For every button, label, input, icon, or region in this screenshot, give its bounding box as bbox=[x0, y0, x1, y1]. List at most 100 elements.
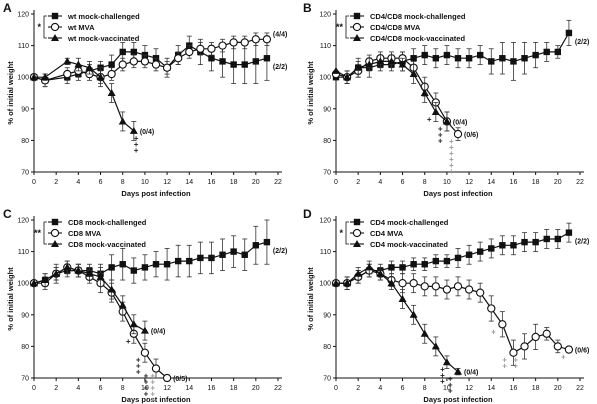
y-tick-label: 100 bbox=[319, 281, 331, 288]
data-point bbox=[465, 251, 473, 258]
x-tick-label: 18 bbox=[230, 179, 238, 186]
data-point bbox=[387, 57, 396, 65]
data-point bbox=[119, 261, 126, 268]
data-point bbox=[532, 51, 539, 59]
data-point bbox=[186, 257, 193, 265]
death-mark: + bbox=[438, 130, 443, 139]
death-mark: + bbox=[513, 356, 518, 365]
legend-label: CD8 mock-vaccinated bbox=[68, 240, 146, 249]
x-axis-title: Days post infection bbox=[423, 189, 493, 198]
x-tick-label: 18 bbox=[532, 179, 540, 186]
data-point bbox=[454, 367, 462, 375]
survival-label: (0/4) bbox=[453, 119, 467, 126]
survival-label: (0/5) bbox=[173, 376, 187, 383]
survival-label: (0/4) bbox=[464, 370, 478, 377]
x-tick-label: 22 bbox=[274, 179, 282, 186]
data-point bbox=[510, 242, 517, 249]
y-axis-title: % of initial weight bbox=[6, 61, 15, 125]
legend-label: CD4 MVA bbox=[370, 229, 404, 238]
data-point bbox=[118, 117, 127, 125]
death-mark: + bbox=[449, 149, 454, 158]
data-point bbox=[332, 66, 340, 74]
data-point bbox=[41, 73, 50, 81]
x-tick-label: 20 bbox=[252, 385, 260, 392]
data-point bbox=[343, 279, 352, 287]
legend-marker-circle bbox=[50, 22, 60, 32]
y-tick-label: 80 bbox=[323, 344, 331, 351]
survival-label: (4/4) bbox=[273, 31, 287, 38]
survival-label: (0/6) bbox=[464, 132, 478, 139]
death-mark: + bbox=[513, 362, 518, 371]
x-tick-label: 16 bbox=[510, 179, 518, 186]
x-tick-label: 14 bbox=[185, 179, 193, 186]
data-point bbox=[263, 238, 271, 246]
legend-label: wt mock-vaccinated bbox=[67, 34, 140, 43]
series-circle: (0/6) bbox=[331, 51, 478, 141]
x-tick-label: 4 bbox=[378, 385, 382, 392]
data-point bbox=[432, 257, 440, 265]
data-point bbox=[230, 61, 237, 68]
data-point bbox=[162, 373, 172, 383]
data-point bbox=[197, 254, 204, 262]
legend-marker-triangle bbox=[353, 34, 361, 41]
data-point bbox=[543, 235, 550, 243]
data-point bbox=[365, 60, 374, 68]
data-point bbox=[207, 44, 216, 53]
x-tick-label: 12 bbox=[163, 385, 171, 392]
series-line bbox=[336, 266, 459, 373]
x-tick-label: 6 bbox=[401, 385, 405, 392]
legend-label: wt MVA bbox=[67, 23, 95, 32]
data-point bbox=[241, 251, 248, 258]
survival-label: (0/4) bbox=[151, 329, 165, 336]
series-circle: (0/6) bbox=[331, 263, 589, 366]
significance-bracket bbox=[345, 15, 349, 39]
y-axis-title: % of initial weight bbox=[306, 61, 315, 125]
death-mark: + bbox=[136, 356, 141, 365]
data-point bbox=[219, 58, 226, 65]
data-point bbox=[354, 269, 363, 277]
data-point bbox=[509, 348, 518, 357]
data-point bbox=[443, 257, 451, 265]
data-point bbox=[521, 238, 528, 246]
data-point bbox=[96, 73, 105, 81]
legend-label: CD8 MVA bbox=[68, 229, 102, 238]
legend-label: CD4/CD8 MVA bbox=[370, 23, 421, 32]
x-tick-label: 22 bbox=[576, 385, 584, 392]
legend-label: CD4/CD8 mock-vaccinated bbox=[370, 34, 465, 43]
legend-marker-square bbox=[51, 218, 59, 226]
data-point bbox=[251, 35, 260, 44]
data-point bbox=[388, 264, 395, 271]
x-tick-label: 20 bbox=[554, 179, 562, 186]
data-point bbox=[410, 261, 417, 268]
legend-marker-triangle bbox=[51, 240, 59, 247]
death-mark: + bbox=[440, 371, 445, 380]
significance-marker: ** bbox=[34, 228, 42, 238]
data-point bbox=[398, 60, 407, 68]
legend: wt mock-challenged wt MVA wt mock-vaccinat… bbox=[37, 12, 140, 43]
data-point bbox=[85, 63, 94, 71]
x-tick-label: 22 bbox=[576, 179, 584, 186]
death-mark: + bbox=[134, 134, 139, 143]
death-mark: + bbox=[502, 362, 507, 371]
death-mark: + bbox=[448, 375, 453, 384]
data-point bbox=[119, 48, 126, 56]
x-tick-label: 0 bbox=[334, 179, 338, 186]
y-tick-label: 110 bbox=[320, 249, 331, 256]
data-point bbox=[376, 269, 385, 277]
x-tick-label: 2 bbox=[54, 385, 58, 392]
data-point bbox=[488, 58, 495, 65]
significance-bracket bbox=[43, 221, 47, 245]
data-point bbox=[454, 55, 462, 62]
death-mark: + bbox=[491, 327, 496, 336]
y-tick-label: 70 bbox=[21, 170, 29, 177]
y-tick-label: 90 bbox=[21, 312, 29, 319]
y-tick-label: 100 bbox=[17, 75, 29, 82]
data-point bbox=[409, 310, 418, 318]
death-mark: + bbox=[561, 353, 566, 362]
data-point bbox=[151, 364, 161, 373]
data-point bbox=[107, 285, 116, 293]
panel-label: D bbox=[303, 207, 312, 221]
x-tick-label: 2 bbox=[356, 385, 360, 392]
data-point bbox=[409, 70, 418, 78]
data-point bbox=[174, 54, 183, 63]
